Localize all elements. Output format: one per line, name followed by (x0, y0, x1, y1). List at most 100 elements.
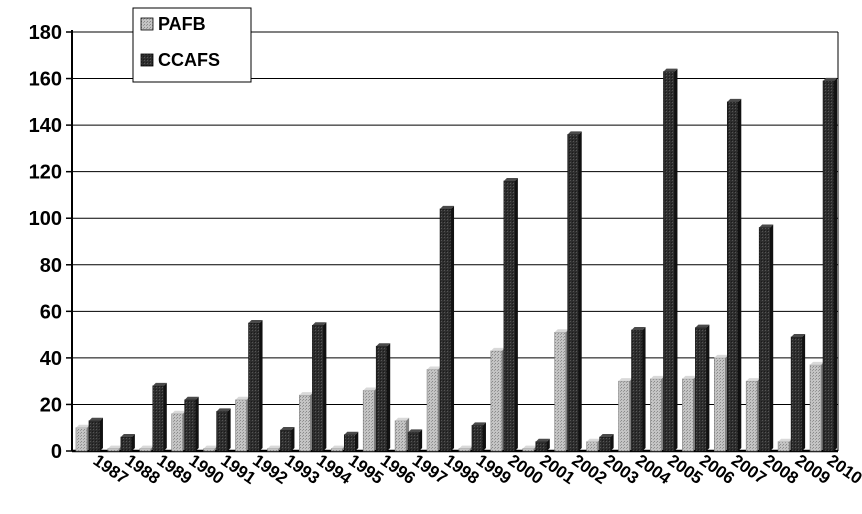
bar-side (323, 322, 327, 451)
bar-face (407, 432, 420, 452)
bar-ccafs-1995 (343, 431, 359, 452)
x-tick-label: 1990 (185, 451, 227, 488)
bar-side (419, 429, 423, 451)
bar-top (618, 378, 633, 382)
y-tick-label: 80 (40, 255, 62, 277)
x-tick-label: 1995 (345, 451, 387, 488)
x-tick-label: 1997 (409, 451, 451, 488)
bar-ccafs-2008 (758, 224, 774, 452)
bar-pafb-1992 (235, 396, 250, 452)
y-tick-label: 60 (40, 301, 62, 323)
bar-top (75, 424, 90, 428)
bar-face (777, 441, 790, 452)
bar-top (458, 445, 473, 449)
bar-ccafs-2000 (503, 177, 518, 452)
bar-side (578, 131, 582, 451)
bar-top (408, 429, 423, 433)
bar-side (610, 434, 614, 451)
bar-face (362, 390, 375, 452)
bar-ccafs-1992 (248, 319, 263, 452)
bar-face (120, 436, 133, 452)
bar-top (427, 366, 442, 370)
bar-ccafs-2007 (726, 98, 742, 452)
y-tick-label: 0 (51, 441, 62, 463)
bar-top (184, 396, 199, 400)
bar-pafb-2002 (554, 329, 569, 452)
bar-top (535, 438, 550, 442)
x-tick-label: 2000 (505, 451, 547, 488)
bar-face (713, 357, 726, 452)
y-tick-label: 20 (40, 394, 62, 416)
bar-pafb-2009 (777, 438, 793, 452)
x-tick-label: 1989 (153, 451, 195, 488)
bar-pafb-2004 (618, 378, 633, 452)
bar-pafb-1991 (203, 445, 218, 452)
bar-face (758, 227, 771, 452)
bar-top (440, 205, 455, 209)
bar-top (503, 177, 518, 181)
bar-face (299, 394, 311, 452)
bar-face (312, 324, 324, 452)
x-tick-label: 2004 (632, 451, 674, 489)
bar-face (503, 180, 516, 452)
bar-face (439, 208, 452, 452)
y-tick-label: 100 (29, 208, 62, 230)
bar-face (343, 434, 356, 452)
bar-top (791, 333, 806, 337)
y-tick-label: 140 (29, 115, 62, 137)
bar-ccafs-1990 (184, 396, 199, 452)
legend-item-ccafs: CCAFS (140, 50, 220, 70)
bar-face (618, 380, 630, 452)
bar-ccafs-1989 (152, 382, 167, 452)
bar-face (726, 101, 739, 452)
bar-pafb-2010 (809, 361, 825, 452)
bar-top (152, 382, 167, 386)
bar-top (203, 445, 218, 449)
bar-side (706, 324, 710, 451)
bar-pafb-1987 (75, 424, 90, 452)
bar-top (746, 378, 761, 382)
bar-top (695, 324, 710, 328)
legend-label: PAFB (158, 14, 206, 34)
bar-ccafs-2003 (599, 434, 614, 452)
bar-top (471, 422, 486, 426)
bar-face (184, 399, 197, 452)
bar-face (235, 399, 247, 452)
bar-pafb-1998 (426, 366, 442, 452)
bar-top (312, 322, 327, 326)
bar-top (363, 387, 378, 391)
x-tick-label: 2002 (568, 451, 610, 488)
bar-top (727, 98, 742, 102)
bar-face (663, 71, 675, 452)
bar-pafb-2006 (682, 375, 697, 452)
bar-side (546, 438, 550, 451)
bar-top (810, 361, 825, 365)
bar-top (714, 354, 729, 358)
bar-face (522, 448, 535, 452)
bar-face (554, 331, 567, 452)
bar-side (770, 224, 774, 451)
bars (75, 68, 838, 452)
bar-top (107, 445, 122, 449)
bar-face (471, 425, 484, 452)
x-tick-label: 2009 (792, 451, 834, 488)
bar-pafb-2000 (490, 347, 505, 452)
y-tick-label: 40 (40, 348, 62, 370)
bar-side (163, 382, 167, 451)
bar-ccafs-1998 (439, 205, 455, 452)
bar-top (267, 445, 282, 449)
bar-side (834, 77, 838, 451)
bar-top (88, 417, 103, 421)
bar-top (248, 319, 263, 323)
bar-face (426, 369, 439, 452)
bar-top (663, 68, 678, 72)
bar-top (120, 434, 135, 438)
bar-ccafs-1987 (88, 417, 103, 452)
bar-top (280, 427, 295, 431)
bar-pafb-1997 (394, 417, 410, 452)
bar-face (809, 364, 822, 452)
gridlines (72, 31, 838, 405)
bar-top (376, 343, 391, 347)
bar-face (375, 345, 388, 452)
